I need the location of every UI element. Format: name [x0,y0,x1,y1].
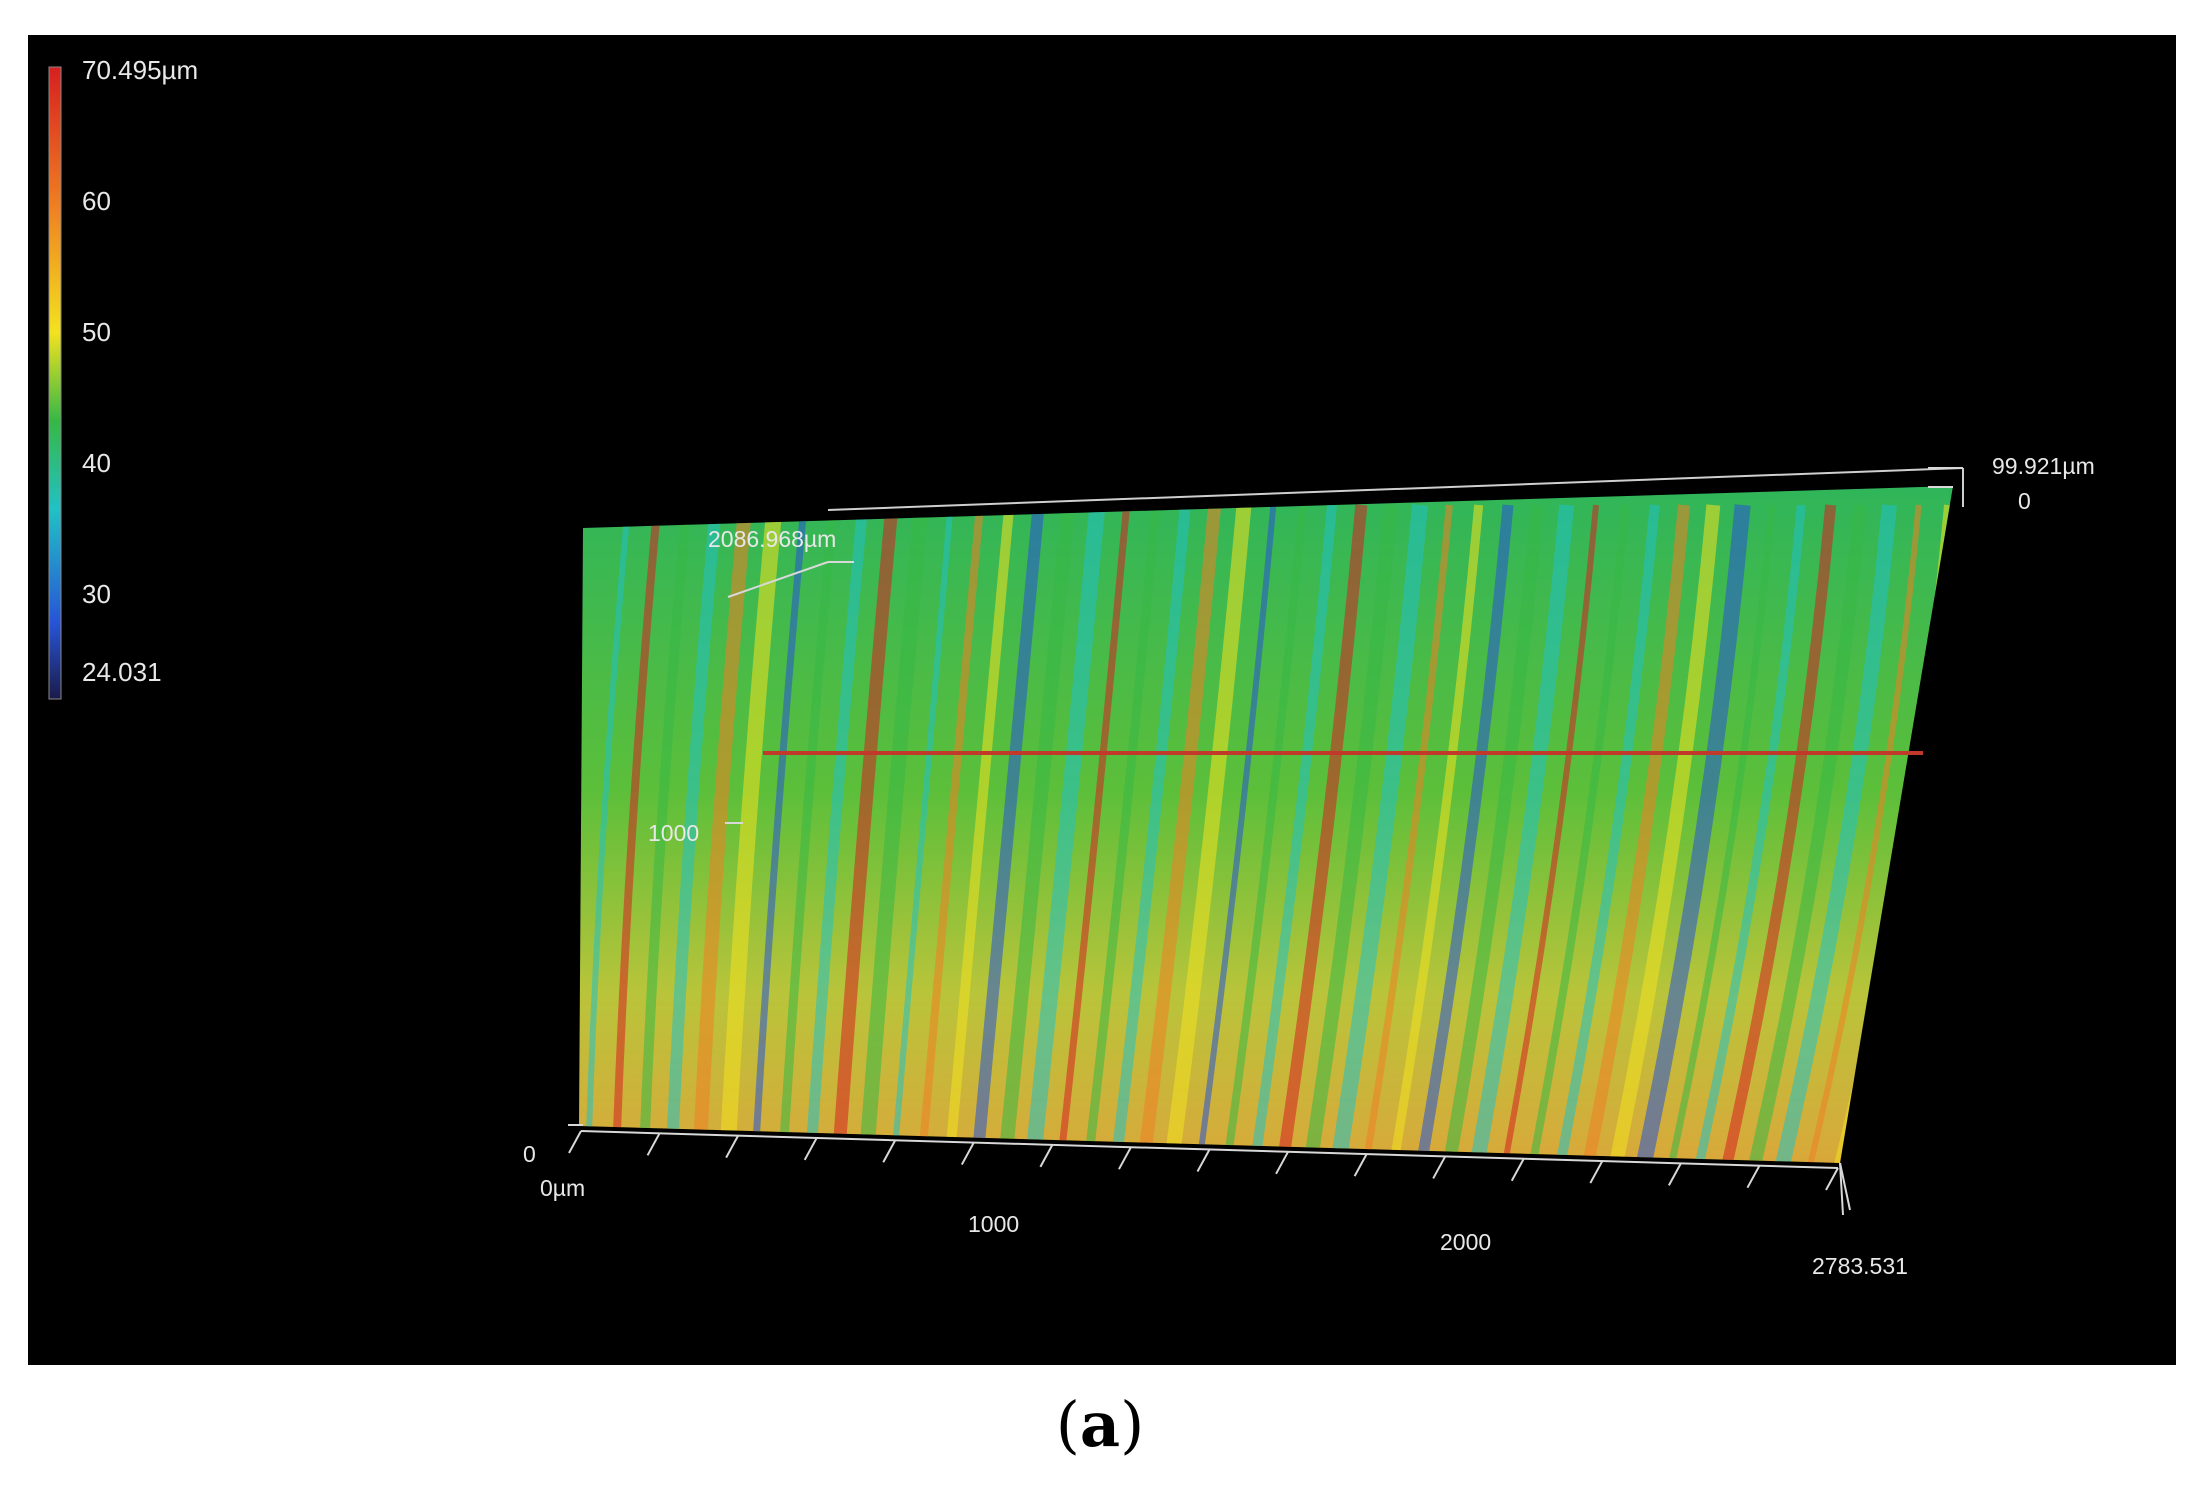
colorbar-min-label: 24.031 [82,657,162,687]
surface-groove [1775,504,1897,1163]
y-axis-label-max: 2086.968µm [708,526,837,552]
surface-groove [890,504,954,1163]
x-axis-label-2000: 2000 [1440,1229,1492,1255]
surface-groove [1667,504,1776,1163]
surface-groove [611,504,662,1163]
figure-caption: (a) [0,1388,2200,1461]
surface-groove [1362,504,1453,1163]
x-axis-tick [882,1139,897,1163]
z-axis-label-0: 0 [2018,488,2031,514]
surface-groove [751,504,808,1163]
surface-groove [1137,504,1222,1163]
surface-groove [1555,504,1660,1163]
surface-groove [1694,504,1806,1163]
x-axis-tick [568,1130,582,1154]
surface-groove [944,504,1015,1163]
surface-groove [1415,504,1514,1163]
surface-groove [777,504,838,1163]
surface-groove [917,504,984,1163]
x-axis-tick [646,1132,661,1156]
x-axis-tick [1039,1144,1054,1168]
x-axis-tick [1432,1155,1447,1179]
surface-groove [831,504,899,1163]
x-axis-tick [1275,1151,1289,1175]
x-axis-tick [1353,1153,1368,1177]
x-axis-tick [1118,1146,1132,1170]
x-axis-label-max: 2783.531 [1812,1253,1908,1279]
colorbar-max-label: 70.495µm [82,55,199,85]
surface-groove [1110,504,1191,1163]
colorbar [48,66,62,700]
x-axis-tick [960,1142,975,1166]
x-axis-tick [1825,1167,1839,1191]
surface-groove [1528,504,1630,1163]
z-axis [1839,467,1963,1216]
surface-groove [1748,504,1867,1163]
colorbar-tick-50: 50 [82,317,111,347]
surface-groove [1635,504,1751,1163]
colorbar-tick-40: 40 [82,448,111,478]
x-axis-tick [803,1137,818,1161]
caption-open-paren: ( [1055,1388,1080,1461]
x-axis-label-1000: 1000 [968,1211,1020,1237]
x-axis-tick [1510,1158,1525,1182]
surface-groove [1276,504,1368,1163]
surface-groove [1056,504,1131,1163]
z-axis-label-max: 99.921µm [1992,453,2095,479]
surface-groove [1330,504,1428,1163]
surface-groove [1469,504,1575,1163]
surface-groove [1249,504,1337,1163]
colorbar-tick-60: 60 [82,186,111,216]
surface-groove [665,504,722,1163]
frame-top-edge [827,467,1964,511]
surface-groove [1163,504,1252,1163]
y-axis-label-1000: 1000 [648,820,700,846]
x-axis [568,1130,1839,1191]
y-axis [568,561,854,1126]
surface-groove [1222,504,1307,1163]
surface-groove [638,504,692,1163]
surface-groove [997,504,1075,1163]
surface-groove [1501,504,1599,1163]
height-map-surface [579,486,1953,1163]
x-axis-tick [1196,1149,1211,1172]
surface-groove [1721,504,1837,1163]
surface-groove [1303,504,1398,1163]
surface-groove [1196,504,1277,1163]
surface-groove [1442,504,1544,1163]
x-axis-tick [1746,1165,1761,1189]
x-axis-label-0: 0µm [540,1175,586,1201]
surface-groove [1608,504,1721,1163]
surface-groove [1582,504,1690,1163]
x-axis-tick [1589,1160,1604,1184]
surface-groove [1389,504,1484,1163]
caption-letter: a [1079,1388,1121,1461]
surface-groove [1024,504,1106,1163]
surface-plot [48,66,1964,1216]
surface-groove [585,504,631,1163]
x-axis-tick [725,1135,740,1159]
colorbar-tick-30: 30 [82,579,111,609]
surface-groove [804,504,869,1163]
surface-groove [970,504,1045,1163]
surface-groove [1083,504,1161,1163]
surface-groove [718,504,783,1163]
x-axis-tick [1667,1162,1682,1186]
render-viewport: 70.495µm 60 50 40 30 24.031 0µm 1000 200… [28,35,2176,1365]
caption-close-paren: ) [1120,1388,1145,1461]
surface-groove [1807,504,1922,1163]
surface-groove [692,504,753,1163]
surface-groove [858,504,929,1163]
y-axis-label-0: 0 [523,1141,536,1167]
